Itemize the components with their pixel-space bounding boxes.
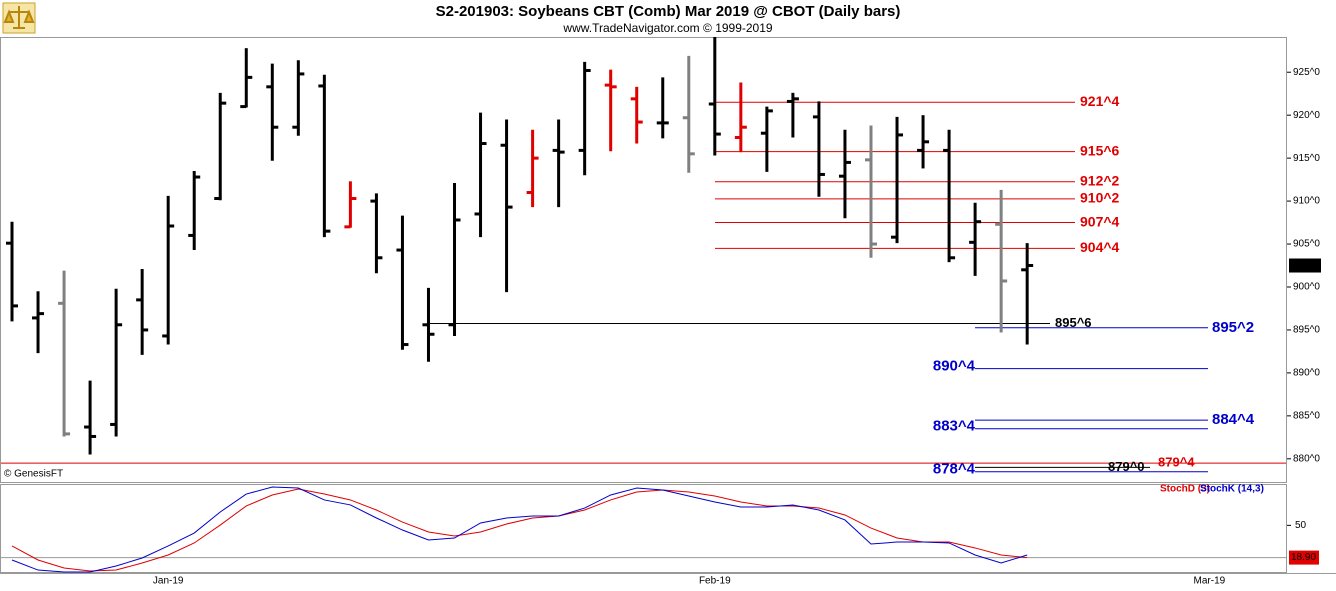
- y-tick-label: 50: [1295, 520, 1307, 531]
- y-tick-label: 885^0: [1293, 410, 1320, 421]
- last-price-label: 902^4: [1291, 260, 1318, 271]
- indicator-panel: [0, 484, 1287, 573]
- source: © GenesisFT: [4, 469, 63, 480]
- level-label: 890^4: [933, 358, 976, 375]
- y-tick-label: 895^0: [1293, 325, 1320, 336]
- level-label: 878^4: [933, 461, 976, 478]
- last-price-tag: [1289, 258, 1321, 273]
- indicator-line: [11, 488, 1028, 572]
- x-tick-label: Feb-19: [699, 576, 731, 587]
- level-label: 879^0: [1108, 459, 1145, 474]
- legend-entry: StochK (14,3): [1200, 484, 1264, 495]
- y-tick-label: 915^0: [1293, 153, 1320, 164]
- level-label: 879^4: [1158, 455, 1195, 470]
- logo: [2, 2, 36, 34]
- level-label: 921^4: [1080, 93, 1120, 109]
- indicator-tag-label: 18.90: [1291, 552, 1316, 563]
- y-tick-label: 905^0: [1293, 239, 1320, 250]
- level-label: 915^6: [1080, 142, 1120, 158]
- indicator-tag: [1289, 550, 1319, 565]
- level-label: 904^4: [1080, 239, 1120, 255]
- legend-entry: StochD (3): [1160, 484, 1210, 495]
- level-label: 910^2: [1080, 190, 1120, 206]
- chart-title: S2-201903: Soybeans CBT (Comb) Mar 2019 …: [436, 3, 901, 20]
- x-tick-label: Jan-19: [153, 576, 184, 587]
- y-tick-label: 900^0: [1293, 282, 1320, 293]
- level-label: 912^2: [1080, 172, 1120, 188]
- level-label: 895^6: [1055, 315, 1092, 330]
- chart-subtitle: www.TradeNavigator.com © 1999-2019: [562, 21, 772, 35]
- level-label: 883^4: [933, 418, 976, 435]
- y-tick-label: 890^0: [1293, 368, 1320, 379]
- y-tick-label: 880^0: [1293, 453, 1320, 464]
- indicator-line: [11, 486, 1028, 573]
- x-tick-label: Mar-19: [1194, 576, 1226, 587]
- level-label: 895^2: [1212, 319, 1254, 336]
- level-label: 884^4: [1212, 411, 1255, 428]
- y-tick-label: 920^0: [1293, 110, 1320, 121]
- price-panel: [0, 37, 1287, 483]
- y-tick-label: 910^0: [1293, 196, 1320, 207]
- level-label: 907^4: [1080, 213, 1120, 229]
- y-tick-label: 925^0: [1293, 67, 1320, 78]
